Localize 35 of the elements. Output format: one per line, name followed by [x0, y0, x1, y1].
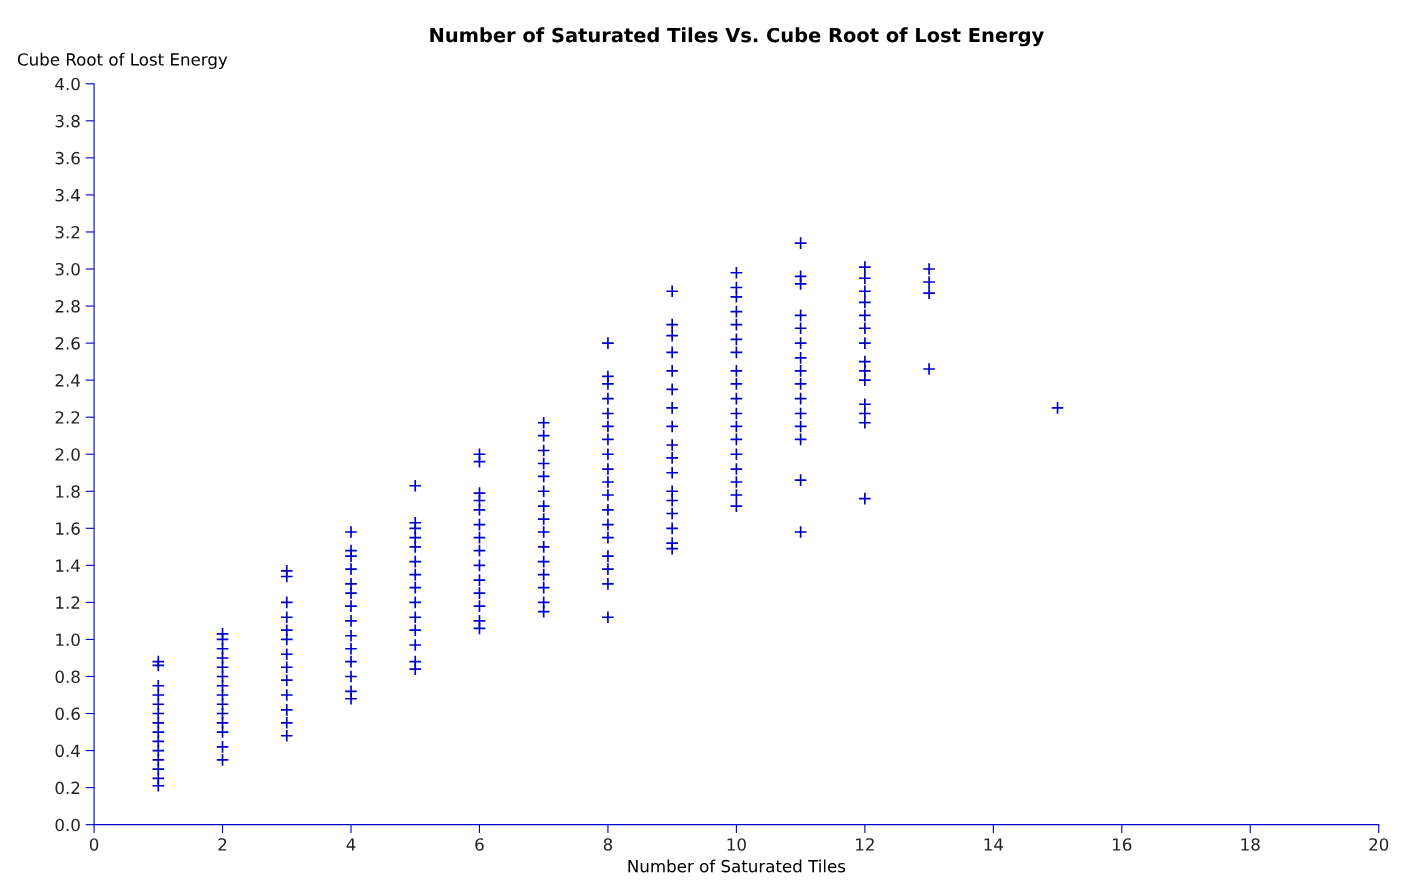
- y-tick-label: 2.4: [55, 374, 80, 387]
- x-tick-label: 14: [984, 838, 1003, 851]
- y-tick-label: 2.0: [55, 448, 80, 461]
- x-tick-label: 12: [856, 838, 874, 851]
- x-tick-label: 0: [89, 838, 99, 851]
- y-tick-label: 0.6: [55, 707, 80, 721]
- y-tick-label: 2.8: [55, 300, 80, 313]
- y-tick-label: 3.8: [55, 114, 80, 128]
- x-tick-label: 18: [1241, 838, 1260, 851]
- y-tick-label: 4.0: [55, 77, 80, 91]
- y-tick-label: 2.6: [55, 337, 80, 350]
- y-tick-label: 3.2: [55, 225, 80, 239]
- chart-title: Number of Saturated Tiles Vs. Cube Root of Lost Energy: [430, 27, 1044, 47]
- x-tick-label: 16: [1113, 838, 1132, 851]
- y-axis-title: Cube Root of Lost Energy: [17, 52, 228, 69]
- y-tick-label: 3.4: [55, 188, 80, 202]
- y-tick-label: 1.8: [56, 485, 80, 498]
- y-tick-label: 2.2: [55, 411, 80, 424]
- y-tick-label: 3.0: [55, 262, 80, 276]
- y-tick-label: 0.2: [55, 781, 80, 795]
- x-tick-label: 10: [727, 838, 746, 851]
- y-tick-label: 1.4: [56, 559, 80, 572]
- y-tick-label: 0.0: [55, 818, 80, 832]
- y-tick-label: 0.8: [55, 670, 80, 684]
- y-tick-label: 0.4: [55, 744, 80, 758]
- y-tick-label: 1.2: [56, 596, 80, 609]
- x-tick-label: 6: [475, 838, 484, 851]
- y-tick-label: 1.6: [56, 522, 80, 535]
- x-axis-title: Number of Saturated Tiles: [628, 859, 846, 873]
- x-tick-label: 8: [603, 838, 613, 851]
- y-tick-label: 3.6: [55, 151, 80, 165]
- x-tick-label: 4: [346, 838, 356, 851]
- x-tick-label: 20: [1369, 838, 1389, 851]
- y-tick-label: 1.0: [56, 633, 80, 647]
- x-tick-label: 2: [218, 838, 227, 851]
